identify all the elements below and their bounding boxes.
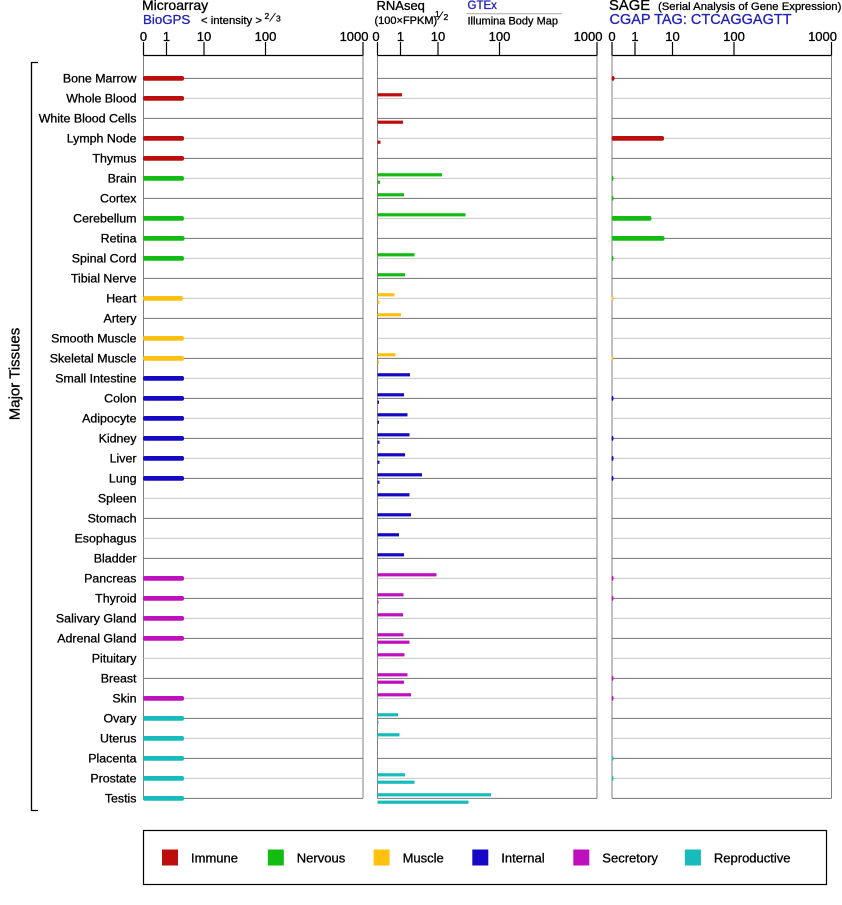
svg-text:0: 0 (140, 29, 147, 44)
svg-text:GTEx: GTEx (468, 0, 498, 12)
svg-text:1000: 1000 (574, 29, 603, 44)
svg-text:Placenta: Placenta (88, 751, 136, 765)
svg-text:2: 2 (444, 12, 449, 22)
svg-text:Secretory: Secretory (602, 851, 658, 866)
svg-text:Small Intestine: Small Intestine (55, 371, 136, 385)
svg-text:Ovary: Ovary (103, 711, 137, 725)
svg-text:1000: 1000 (340, 29, 369, 44)
svg-text:3: 3 (276, 14, 281, 24)
svg-text:Pancreas: Pancreas (84, 571, 136, 585)
svg-text:SAGE: SAGE (609, 0, 650, 14)
svg-text:Breast: Breast (101, 671, 137, 685)
svg-text:10: 10 (197, 29, 211, 44)
svg-text:10: 10 (665, 29, 679, 44)
svg-text:Cerebellum: Cerebellum (73, 211, 136, 225)
svg-text:100: 100 (723, 29, 745, 44)
svg-text:Thymus: Thymus (92, 151, 136, 165)
svg-text:(Serial Analysis of Gene Expre: (Serial Analysis of Gene Expression) (658, 1, 842, 13)
svg-text:Spinal Cord: Spinal Cord (72, 251, 137, 265)
svg-text:1: 1 (397, 29, 404, 44)
svg-text:Bladder: Bladder (94, 551, 137, 565)
svg-text:2: 2 (265, 11, 270, 21)
svg-text:RNAseq: RNAseq (377, 0, 425, 13)
svg-text:Prostate: Prostate (90, 771, 136, 785)
svg-text:Esophagus: Esophagus (74, 531, 136, 545)
svg-text:Tibial Nerve: Tibial Nerve (71, 271, 137, 285)
svg-text:Spleen: Spleen (98, 491, 137, 505)
svg-text:(100×FPKM): (100×FPKM) (375, 15, 438, 27)
svg-text:Smooth Muscle: Smooth Muscle (51, 331, 137, 345)
svg-text:White Blood Cells: White Blood Cells (39, 111, 137, 125)
svg-text:Lung: Lung (109, 471, 137, 485)
svg-text:Muscle: Muscle (403, 851, 444, 866)
svg-text:Testis: Testis (105, 791, 137, 805)
svg-text:Colon: Colon (104, 391, 136, 405)
svg-text:100: 100 (489, 29, 511, 44)
svg-text:Thyroid: Thyroid (95, 591, 136, 605)
svg-text:1: 1 (163, 29, 170, 44)
svg-text:Kidney: Kidney (99, 431, 138, 445)
svg-text:BioGPS: BioGPS (143, 12, 190, 27)
svg-text:Bone Marrow: Bone Marrow (63, 71, 137, 85)
svg-text:Skeletal Muscle: Skeletal Muscle (50, 351, 137, 365)
svg-text:Stomach: Stomach (88, 511, 137, 525)
svg-text:Liver: Liver (110, 451, 137, 465)
svg-text:0: 0 (608, 29, 615, 44)
svg-text:Brain: Brain (108, 171, 137, 185)
svg-text:100: 100 (255, 29, 277, 44)
svg-text:Illumina Body Map: Illumina Body Map (468, 16, 559, 28)
svg-text:Artery: Artery (103, 311, 137, 325)
svg-text:Immune: Immune (191, 851, 238, 866)
svg-text:1: 1 (631, 29, 638, 44)
svg-text:Major Tissues: Major Tissues (7, 328, 24, 421)
svg-text:Retina: Retina (101, 231, 137, 245)
svg-text:Adipocyte: Adipocyte (82, 411, 137, 425)
svg-text:1: 1 (435, 9, 440, 19)
svg-text:Whole Blood: Whole Blood (66, 91, 136, 105)
svg-text:Reproductive: Reproductive (714, 851, 791, 866)
svg-text:Lymph Node: Lymph Node (67, 131, 137, 145)
svg-text:CGAP TAG: CTCAGGAGTT: CGAP TAG: CTCAGGAGTT (610, 12, 792, 28)
svg-text:10: 10 (431, 29, 445, 44)
svg-text:< intensity >: < intensity > (201, 15, 262, 27)
svg-text:Nervous: Nervous (297, 851, 346, 866)
svg-text:0: 0 (372, 29, 379, 44)
svg-text:1000: 1000 (808, 29, 837, 44)
svg-text:Microarray: Microarray (142, 0, 208, 13)
svg-text:Salivary Gland: Salivary Gland (56, 611, 137, 625)
svg-text:Skin: Skin (112, 691, 136, 705)
svg-text:Cortex: Cortex (100, 191, 137, 205)
svg-text:Internal: Internal (501, 851, 544, 866)
svg-text:Uterus: Uterus (100, 731, 137, 745)
svg-text:Pituitary: Pituitary (92, 651, 138, 665)
svg-text:Heart: Heart (106, 291, 137, 305)
svg-text:Adrenal Gland: Adrenal Gland (57, 631, 136, 645)
